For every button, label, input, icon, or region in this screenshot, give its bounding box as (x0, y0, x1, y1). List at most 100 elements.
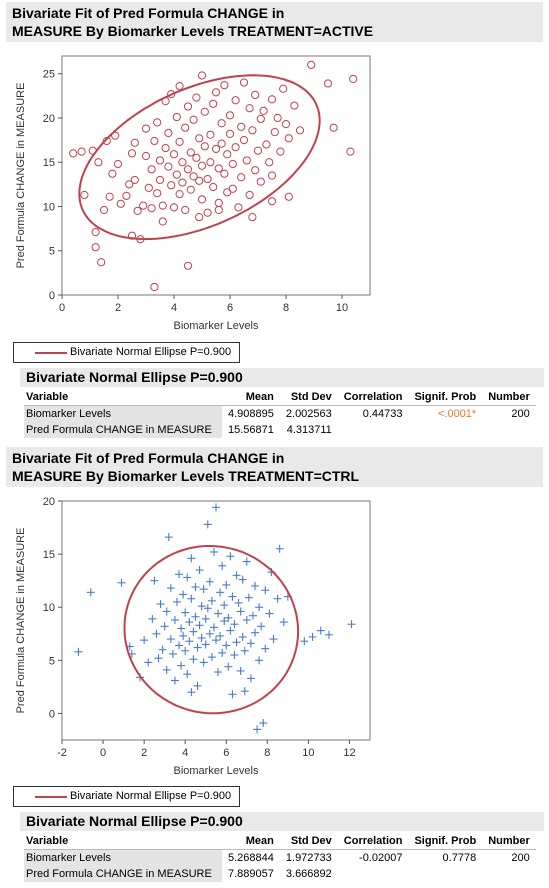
data-point (276, 147, 285, 156)
data-point (183, 261, 193, 270)
data-point (216, 588, 225, 597)
panel2-scatter-plot[interactable]: -2 0 2 4 6 8 10 12 0 5 10 15 20 Biomarker Levels Pred … (0, 489, 549, 779)
panel1-ellipse-header[interactable]: Bivariate Normal Ellipse P=0.900 (20, 368, 544, 387)
row-correlation: 0.44733 (362, 408, 403, 420)
data-point (170, 615, 179, 624)
data-point (349, 74, 358, 84)
col-mean: Mean (222, 833, 280, 850)
data-point (183, 165, 193, 174)
row-variable: Pred Formula CHANGE in MEASURE (24, 422, 222, 438)
data-point (224, 662, 233, 671)
col-std-dev: Std Dev (279, 389, 338, 406)
data-point (259, 106, 268, 115)
data-point (179, 631, 188, 640)
data-point (261, 644, 270, 653)
data-point (187, 594, 196, 603)
data-point (130, 138, 139, 147)
data-point (158, 217, 167, 226)
col-variable: Variable (24, 833, 222, 850)
data-point (257, 622, 266, 631)
data-point (226, 626, 235, 635)
data-point (179, 590, 188, 599)
data-point (225, 111, 235, 120)
data-point (242, 615, 251, 624)
data-point (218, 648, 227, 657)
data-point (238, 632, 247, 641)
data-point (248, 213, 257, 222)
data-point (127, 231, 137, 240)
data-point (195, 566, 204, 575)
data-point (239, 135, 249, 145)
data-point (267, 197, 277, 206)
x-tick-label: 8 (283, 302, 289, 314)
data-point (226, 552, 235, 561)
data-point (153, 118, 162, 127)
data-point (248, 126, 257, 135)
data-point (191, 612, 200, 621)
data-point (197, 195, 207, 204)
plot-frame (61, 55, 371, 296)
data-point (195, 621, 204, 630)
data-point (181, 646, 190, 655)
data-point (155, 156, 165, 165)
row-variable: Pred Formula CHANGE in MEASURE (24, 866, 222, 882)
table-row: Biomarker Levels 5.268844 1.972733 -0.02… (24, 849, 536, 866)
data-point (189, 172, 198, 181)
data-point (275, 544, 284, 553)
data-point (217, 139, 226, 148)
data-point (220, 601, 229, 610)
data-point (189, 655, 198, 664)
data-point (222, 580, 231, 589)
data-point (323, 79, 333, 88)
data-point (162, 607, 171, 616)
data-point (203, 174, 212, 184)
data-point (153, 189, 162, 198)
panel1-scatter-plot[interactable]: 0 2 4 6 8 10 0 5 10 15 20 25 Biomarker Levels Pred Fo… (0, 44, 549, 334)
data-point (273, 113, 282, 123)
data-point (308, 632, 317, 641)
data-point (156, 600, 165, 609)
data-point (253, 146, 263, 155)
data-point (207, 596, 216, 605)
data-point (329, 123, 338, 132)
data-point (279, 84, 288, 93)
data-point (183, 102, 193, 111)
data-point (117, 578, 126, 587)
data-point (346, 147, 355, 156)
data-point (91, 228, 100, 237)
data-point (231, 143, 240, 152)
data-point (238, 575, 247, 584)
row-variable: Biomarker Levels (24, 405, 222, 422)
y-tick-label: 15 (43, 549, 55, 561)
data-point (183, 573, 192, 582)
data-point (245, 104, 254, 113)
data-point (178, 178, 187, 187)
col-variable: Variable (24, 389, 222, 406)
data-point (187, 688, 196, 697)
data-point (209, 99, 218, 108)
bivariate-ellipse (123, 545, 300, 715)
x-tick-label: 0 (100, 747, 106, 759)
data-point (265, 158, 274, 167)
panel1-stats-table: Variable Mean Std Dev Correlation Signif… (24, 389, 536, 438)
data-point (200, 142, 209, 151)
data-point (203, 604, 212, 613)
data-point (307, 60, 316, 69)
data-point (214, 668, 223, 677)
data-point (231, 96, 240, 105)
data-point (324, 630, 333, 639)
x-axis-label: Biomarker Levels (174, 320, 259, 332)
panel2-ellipse-header[interactable]: Bivariate Normal Ellipse P=0.900 (20, 812, 544, 831)
data-point (86, 588, 95, 597)
x-tick-label: 8 (264, 747, 270, 759)
data-point (97, 258, 106, 267)
col-number: Number (482, 833, 536, 850)
data-point (186, 148, 195, 157)
data-point (256, 114, 265, 123)
data-point (234, 598, 243, 607)
bivariate-ellipse (78, 74, 321, 240)
data-point (141, 124, 151, 133)
data-point (130, 175, 139, 185)
data-point (127, 149, 137, 158)
data-point (255, 603, 264, 612)
